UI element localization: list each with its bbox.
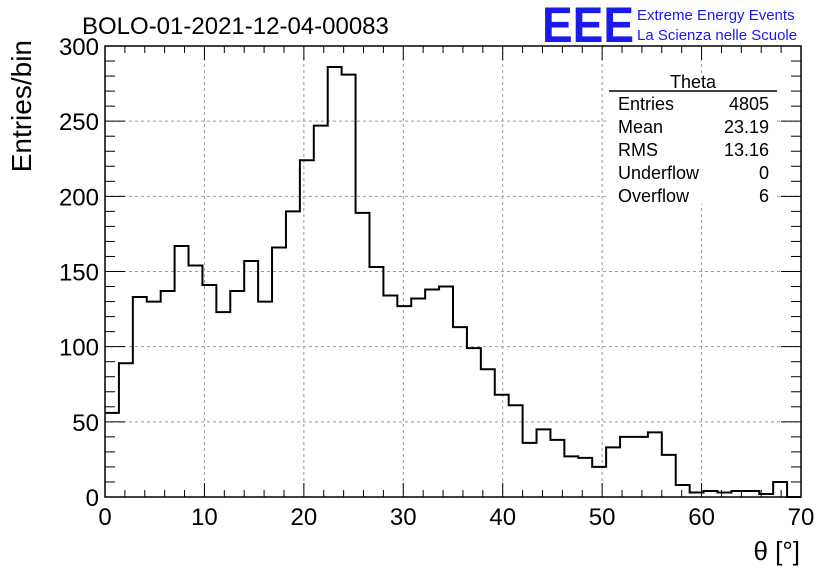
- histogram-bin: [495, 395, 509, 497]
- y-tick-label: 300: [59, 34, 99, 61]
- histogram-bin: [564, 456, 578, 497]
- histogram-bin: [314, 126, 328, 497]
- histogram-bin: [523, 443, 537, 497]
- histogram-bin: [481, 369, 495, 497]
- histogram-bin: [175, 246, 189, 497]
- y-axis-label: Entries/bin: [6, 40, 37, 172]
- histogram-line: [105, 66, 801, 498]
- histogram-bin: [328, 67, 342, 497]
- stats-title: Theta: [670, 72, 717, 92]
- histogram-series: [105, 66, 801, 498]
- histogram-bin: [258, 302, 272, 497]
- y-tick-label: 200: [59, 184, 99, 211]
- x-tick-label: 20: [291, 504, 318, 531]
- stats-label-overflow: Overflow: [618, 186, 690, 206]
- stats-box-bg: [609, 74, 777, 204]
- y-tick-label: 250: [59, 109, 99, 136]
- histogram-bin: [105, 413, 119, 497]
- histogram-bin: [147, 302, 161, 497]
- histogram-bin: [648, 432, 662, 497]
- x-tick-label: 0: [98, 504, 111, 531]
- histogram-bin: [230, 291, 244, 497]
- stats-box: Theta Entries 4805 Mean 23.19 RMS 13.16 …: [609, 72, 777, 206]
- histogram-bin: [467, 348, 481, 497]
- eee-logo: EEE: [542, 0, 634, 53]
- histogram-bin: [425, 290, 439, 497]
- histogram-bin: [537, 429, 551, 497]
- histogram-bin: [676, 485, 690, 497]
- histogram-bin: [244, 261, 258, 497]
- x-tick-label: 60: [688, 504, 715, 531]
- stats-value-entries: 4805: [729, 94, 769, 114]
- histogram-bin: [119, 363, 133, 497]
- histogram-bin: [592, 467, 606, 497]
- y-tick-label: 150: [59, 260, 99, 287]
- histogram-bin: [369, 267, 383, 497]
- stats-value-rms: 13.16: [724, 140, 769, 160]
- stats-label-underflow: Underflow: [618, 163, 700, 183]
- logo-line-2: La Scienza nelle Scuole: [637, 27, 797, 44]
- histogram-bin: [453, 327, 467, 497]
- stats-label-mean: Mean: [618, 117, 663, 137]
- histogram-bin: [606, 447, 620, 497]
- x-tick-label: 70: [788, 504, 815, 531]
- x-tick-label: 30: [390, 504, 417, 531]
- y-tick-label: 0: [86, 485, 99, 512]
- stats-value-underflow: 0: [759, 163, 769, 183]
- x-axis-label: θ [°]: [753, 536, 800, 566]
- histogram-bin: [216, 312, 230, 497]
- histogram-bin: [300, 160, 314, 497]
- histogram-bin: [342, 75, 356, 497]
- stats-label-rms: RMS: [618, 140, 658, 160]
- histogram-bin: [578, 458, 592, 497]
- histogram-bin: [133, 297, 147, 497]
- histogram-bin: [161, 291, 175, 497]
- histogram-bin: [397, 306, 411, 497]
- histogram-bin: [509, 405, 523, 497]
- histogram-bin: [189, 265, 203, 497]
- histogram-bin: [439, 287, 453, 497]
- histogram-bin: [356, 213, 370, 497]
- histogram-bin: [620, 437, 634, 497]
- histogram-bin: [773, 482, 787, 497]
- run-title: BOLO-01-2021-12-04-00083: [82, 13, 389, 40]
- stats-value-mean: 23.19: [724, 117, 769, 137]
- x-tick-label: 40: [489, 504, 516, 531]
- x-tick-label: 10: [191, 504, 218, 531]
- stats-label-entries: Entries: [618, 94, 674, 114]
- y-tick-label: 100: [59, 335, 99, 362]
- histogram-bin: [286, 211, 300, 497]
- x-tick-label: 50: [589, 504, 616, 531]
- histogram-bin: [272, 247, 286, 497]
- histogram-bin: [411, 299, 425, 497]
- histogram-bin: [550, 440, 564, 497]
- stats-value-overflow: 6: [759, 186, 769, 206]
- axis-ticks: [104, 45, 802, 498]
- logo-line-1: Extreme Energy Events: [637, 7, 795, 24]
- y-tick-label: 50: [72, 410, 99, 437]
- histogram-bin: [634, 437, 648, 497]
- histogram-bin: [383, 296, 397, 497]
- histogram-bin: [662, 455, 676, 497]
- grid: [105, 46, 801, 497]
